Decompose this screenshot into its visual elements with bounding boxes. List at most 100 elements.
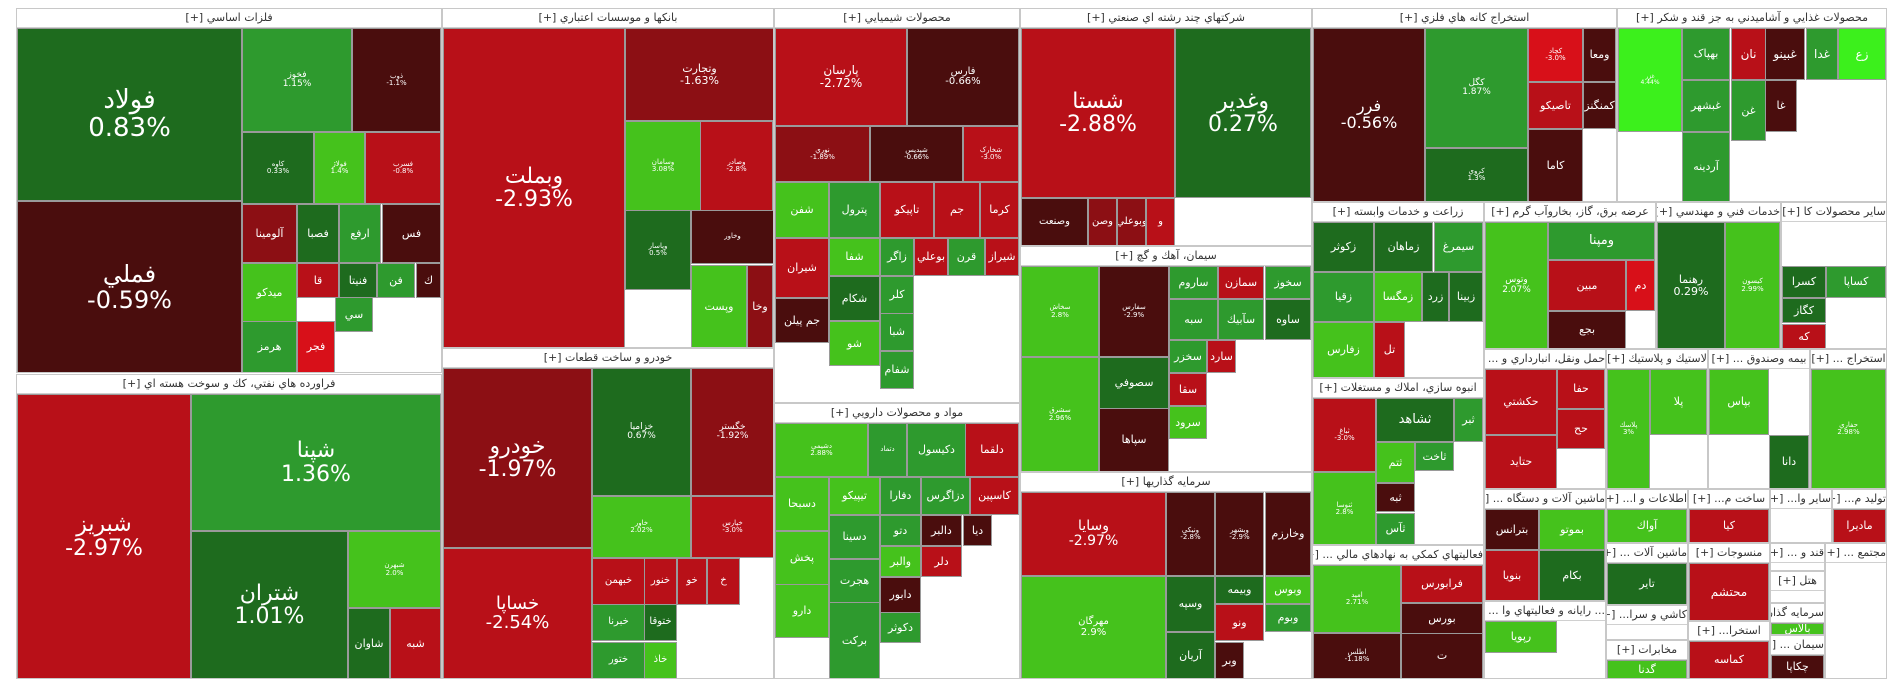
- stock-tile[interactable]: فجر: [297, 321, 335, 372]
- stock-tile[interactable]: بكام: [1539, 550, 1605, 600]
- stock-tile[interactable]: ك: [416, 263, 441, 298]
- stock-tile[interactable]: بوعلي: [914, 238, 948, 276]
- stock-tile[interactable]: پلاسك 3%: [1607, 369, 1650, 488]
- stock-tile[interactable]: دتو: [880, 515, 921, 546]
- stock-tile[interactable]: زاگر: [880, 238, 914, 276]
- sector-title[interactable]: بانكها و موسسات اعتباري [+]: [443, 9, 773, 28]
- stock-tile[interactable]: هرمز: [242, 321, 297, 372]
- stock-tile[interactable]: کسرا: [1782, 266, 1826, 298]
- stock-tile[interactable]: فصبا: [297, 204, 339, 263]
- sector-title[interactable]: استخراج كانه هاي فلزي [+]: [1313, 9, 1616, 28]
- stock-tile[interactable]: شفا: [829, 238, 880, 276]
- sector-title[interactable]: كاشي و سرا... [+]: [1607, 606, 1687, 625]
- stock-tile[interactable]: خاذ: [644, 642, 677, 678]
- stock-tile[interactable]: سصوفي: [1099, 357, 1169, 409]
- stock-tile[interactable]: والبر: [880, 546, 921, 577]
- stock-tile[interactable]: غن: [1731, 80, 1766, 141]
- stock-tile[interactable]: دسينا: [829, 515, 880, 559]
- stock-tile[interactable]: وبوعلي: [1117, 198, 1146, 245]
- stock-tile[interactable]: گدنا: [1607, 660, 1687, 678]
- stock-tile[interactable]: ثاخت: [1415, 442, 1454, 471]
- stock-tile[interactable]: شبريز -2.97%: [17, 394, 191, 678]
- sector-title[interactable]: سرمايه گذاري ... [+]: [1771, 604, 1824, 623]
- stock-tile[interactable]: نوري -1.89%: [775, 126, 870, 182]
- sector-title[interactable]: ... رايانه و فعاليتهاي وا ... [+]: [1485, 602, 1605, 621]
- stock-tile[interactable]: غبشهر: [1682, 80, 1730, 132]
- stock-tile[interactable]: آريان: [1166, 632, 1215, 678]
- stock-tile[interactable]: خساپا -2.54%: [443, 548, 592, 678]
- stock-tile[interactable]: دکيسول: [907, 423, 966, 477]
- stock-tile[interactable]: تل: [1374, 322, 1405, 377]
- stock-tile[interactable]: کاوه 0.33%: [242, 132, 314, 204]
- stock-tile[interactable]: حفاري 2.98%: [1811, 369, 1886, 488]
- stock-tile[interactable]: خزاميا 0.67%: [592, 368, 691, 496]
- stock-tile[interactable]: كگل 1.87%: [1425, 28, 1528, 148]
- stock-tile[interactable]: ساوه: [1265, 299, 1311, 340]
- stock-tile[interactable]: بورس: [1401, 603, 1483, 634]
- stock-tile[interactable]: تاصيكو: [1528, 82, 1583, 129]
- sector-title[interactable]: محصولات غذايي و آشاميدني به جز قند و شكر…: [1618, 9, 1886, 28]
- stock-tile[interactable]: سارد: [1207, 340, 1236, 373]
- stock-tile[interactable]: زقيا: [1313, 272, 1374, 322]
- stock-tile[interactable]: ساروم: [1169, 266, 1218, 299]
- stock-tile[interactable]: وبيمه: [1215, 576, 1264, 604]
- sector-title[interactable]: محصولات شيميايي [+]: [775, 9, 1019, 28]
- sector-title[interactable]: توليد م... [+]: [1833, 490, 1886, 509]
- stock-tile[interactable]: فن: [377, 263, 415, 298]
- sector-title[interactable]: حمل ونقل، انبارداري و ... [+]: [1485, 350, 1605, 369]
- stock-tile[interactable]: وصن: [1088, 198, 1117, 245]
- stock-tile[interactable]: کلر: [880, 276, 914, 314]
- stock-tile[interactable]: وپست: [691, 265, 747, 347]
- stock-tile[interactable]: فس: [382, 204, 441, 263]
- stock-tile[interactable]: كروي 1.3%: [1425, 148, 1528, 201]
- stock-tile[interactable]: خنور: [644, 558, 677, 605]
- sector-title[interactable]: ماشين آلات ... [+]: [1607, 544, 1687, 563]
- stock-tile[interactable]: دفارا: [880, 477, 921, 515]
- stock-tile[interactable]: ارفع: [339, 204, 381, 263]
- stock-tile[interactable]: شفام: [880, 351, 914, 389]
- stock-tile[interactable]: سمازن: [1218, 266, 1264, 299]
- stock-tile[interactable]: پارسان -2.72%: [775, 28, 907, 126]
- stock-tile[interactable]: شبهرن 2.0%: [348, 531, 441, 608]
- stock-tile[interactable]: فملي -0.59%: [17, 201, 242, 372]
- sector-title[interactable]: سيمان ... [+]: [1771, 636, 1824, 655]
- stock-tile[interactable]: دانا: [1769, 435, 1809, 488]
- stock-tile[interactable]: فرابورس: [1401, 565, 1483, 603]
- stock-tile[interactable]: بالاس: [1771, 623, 1824, 634]
- stock-tile[interactable]: وپاسار 0.5%: [625, 210, 691, 290]
- stock-tile[interactable]: اطلس -1.18%: [1313, 633, 1401, 678]
- stock-tile[interactable]: ثتم: [1376, 442, 1415, 483]
- stock-tile[interactable]: خو: [677, 558, 707, 605]
- sector-title[interactable]: سایر محصولات کا [+]: [1782, 203, 1886, 222]
- stock-tile[interactable]: زمگسا: [1374, 272, 1422, 322]
- stock-tile[interactable]: سشرق 2.96%: [1021, 357, 1099, 471]
- stock-tile[interactable]: سخوز: [1265, 266, 1311, 299]
- stock-tile[interactable]: وسپه: [1166, 576, 1215, 632]
- sector-title[interactable]: بیمه وصندوق ... [+]: [1709, 350, 1809, 369]
- stock-tile[interactable]: ثبر: [1454, 398, 1483, 442]
- stock-tile[interactable]: مادیرا: [1833, 509, 1886, 542]
- stock-tile[interactable]: شستا -2.88%: [1021, 28, 1175, 198]
- stock-tile[interactable]: وسامان 3.08%: [625, 121, 701, 211]
- stock-tile[interactable]: ثنوسا 2.8%: [1313, 472, 1376, 544]
- stock-tile[interactable]: شيراز: [985, 238, 1019, 276]
- stock-tile[interactable]: ذوب -1.1%: [352, 28, 441, 132]
- stock-tile[interactable]: شفن: [775, 182, 829, 238]
- stock-tile[interactable]: ونيكي -2.8%: [1166, 492, 1215, 576]
- stock-tile[interactable]: فخوز 1.15%: [242, 28, 352, 132]
- stock-tile[interactable]: غزر 4.44%: [1618, 28, 1682, 132]
- stock-tile[interactable]: ختور: [592, 642, 645, 678]
- stock-tile[interactable]: بپاس: [1709, 369, 1769, 435]
- stock-tile[interactable]: ثآس: [1376, 513, 1415, 544]
- stock-tile[interactable]: ومعا: [1583, 28, 1616, 82]
- stock-tile[interactable]: سخاش 2.8%: [1021, 266, 1099, 357]
- stock-tile[interactable]: زماهان: [1374, 222, 1433, 272]
- stock-tile[interactable]: محتشم: [1689, 563, 1769, 620]
- stock-tile[interactable]: سبه: [1169, 299, 1218, 340]
- stock-tile[interactable]: خبهمن: [592, 558, 645, 605]
- stock-tile[interactable]: دارو: [775, 584, 829, 638]
- stock-tile[interactable]: دابور: [880, 577, 921, 613]
- sector-title[interactable]: ماشين آلات و دستگاه ... [+]: [1485, 490, 1605, 509]
- stock-tile[interactable]: شاوان: [348, 608, 390, 678]
- stock-tile[interactable]: برکت: [829, 602, 880, 678]
